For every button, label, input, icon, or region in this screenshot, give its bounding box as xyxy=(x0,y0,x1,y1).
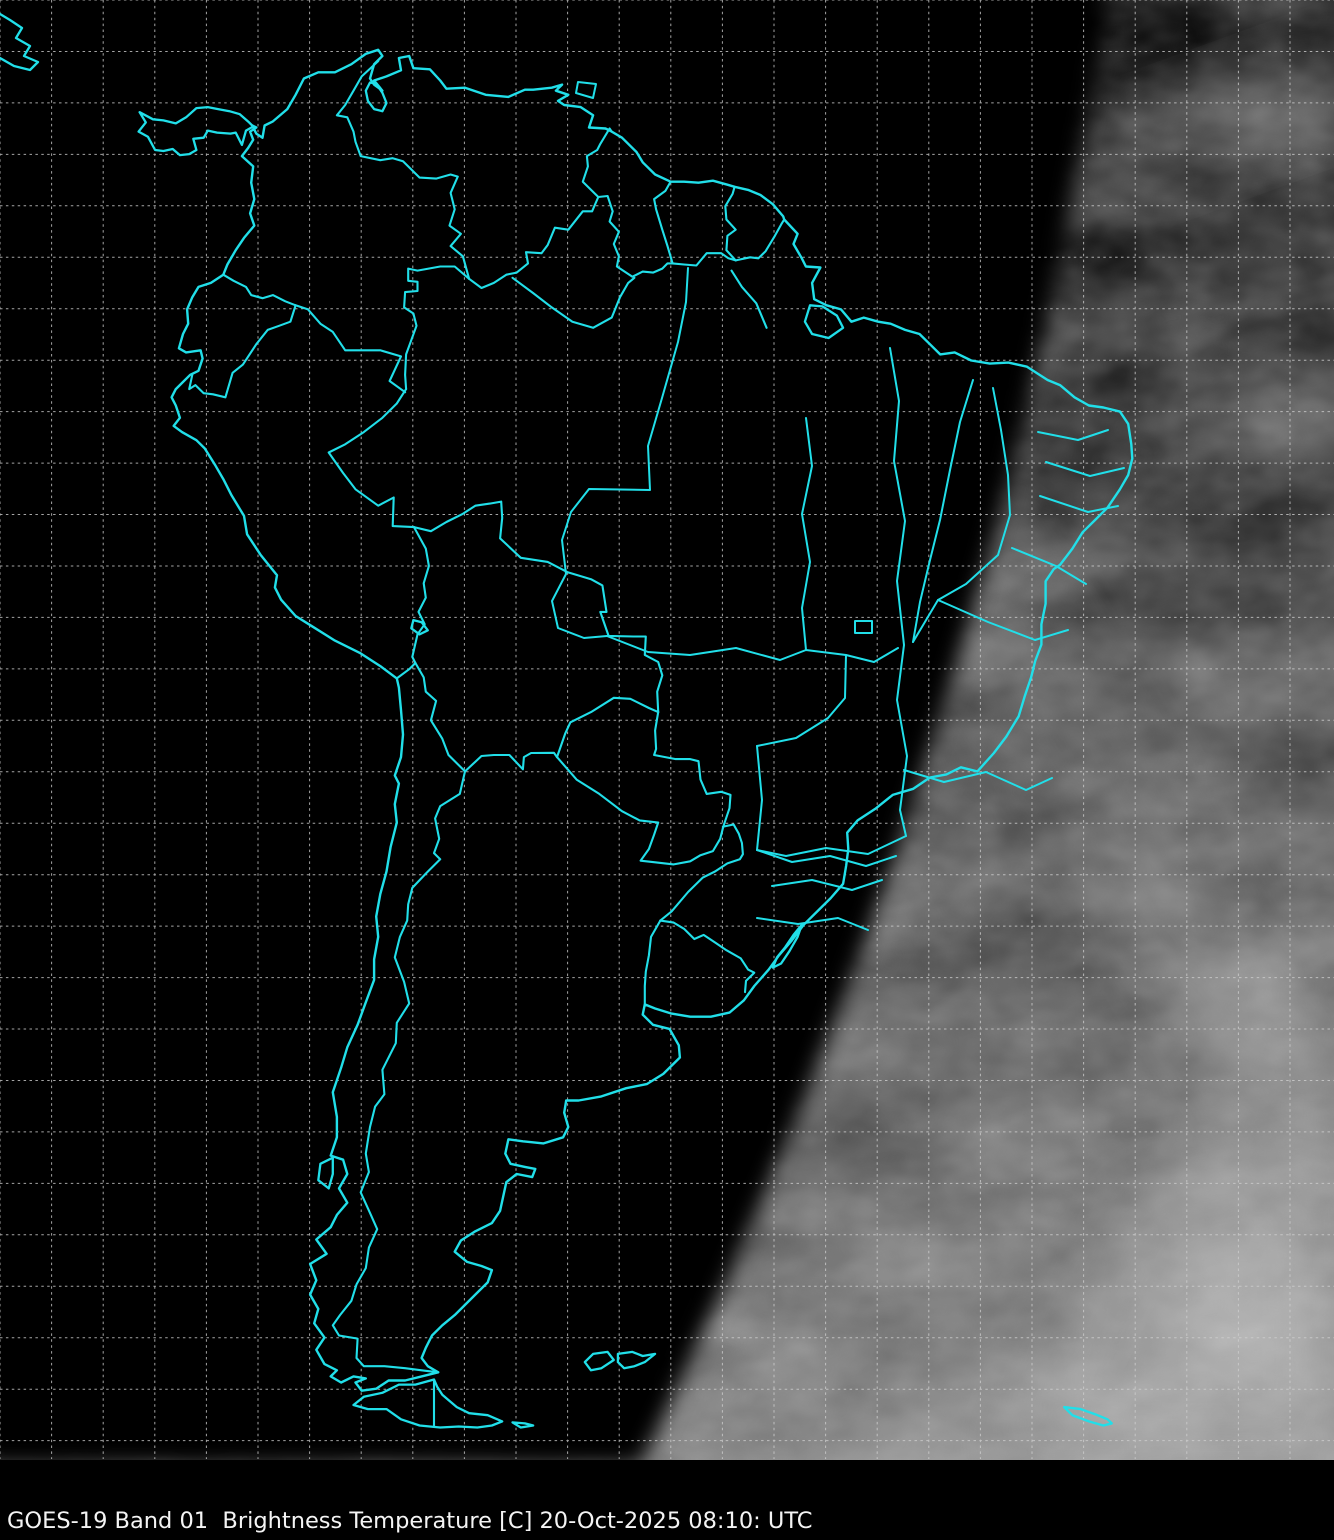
colombia-ecuador xyxy=(222,273,297,307)
argentina-uruguay xyxy=(643,919,662,1006)
santa-catarina-rio-grande-sul xyxy=(756,917,869,931)
suriname-brazil xyxy=(671,252,737,267)
bolivia-brazil xyxy=(412,500,664,714)
goias-mato-grosso xyxy=(756,654,847,747)
sao-paulo-parana xyxy=(756,849,897,867)
mato-grosso-belt xyxy=(606,635,899,663)
south-georgia-island xyxy=(1063,1405,1113,1427)
edge-coast-fragments xyxy=(0,12,40,72)
peru-bolivia xyxy=(411,526,430,665)
amazonas-para xyxy=(551,267,689,639)
colombia-brazil xyxy=(403,265,471,391)
mato-grosso-sul-east xyxy=(756,745,763,851)
caption-bar: GOES-19 Band 01 Brightness Temperature [… xyxy=(0,1460,1334,1540)
lake-titicaca xyxy=(410,618,429,636)
venezuela-guyana xyxy=(581,127,613,199)
tocantins-para xyxy=(801,417,813,651)
brazil-state-borders xyxy=(551,267,1125,931)
bahia-pernambuco xyxy=(937,599,1069,641)
paraguay-argentina xyxy=(555,756,725,866)
panama xyxy=(137,105,255,157)
guyana-brazil xyxy=(597,194,674,278)
paraiba-pernambuco xyxy=(1039,495,1119,513)
staten-island xyxy=(511,1421,535,1429)
small-closed-features xyxy=(575,81,873,634)
minas-sao-paulo xyxy=(756,835,907,857)
roraima-amazonas xyxy=(511,276,636,329)
falkland-west xyxy=(583,1350,615,1372)
suriname-guiana xyxy=(724,185,737,262)
map-outlines xyxy=(0,12,1134,1429)
bolivia-paraguay xyxy=(555,696,660,759)
paraguay-brazil xyxy=(653,711,732,828)
south-america-mainland xyxy=(170,48,1134,1392)
para-maranhao-tocantins-bahia xyxy=(889,347,908,837)
argentina-chile xyxy=(331,770,467,1374)
guiana-brazil xyxy=(734,218,786,262)
central-america-coast xyxy=(0,12,40,72)
amapa-para xyxy=(730,269,768,329)
coastlines xyxy=(170,48,1134,1427)
piaui-ceara xyxy=(912,387,1011,643)
falkland-east xyxy=(616,1350,657,1370)
venezuela-brazil xyxy=(468,195,600,290)
lagoa-dos-patos xyxy=(771,923,803,969)
tierra-del-fuego xyxy=(352,1378,504,1429)
night-terminator-shadow xyxy=(0,0,1106,1465)
caption-text: GOES-19 Band 01 Brightness Temperature [… xyxy=(7,1508,813,1535)
guyana-suriname xyxy=(653,180,674,265)
ecuador-peru xyxy=(188,304,297,399)
colombia-venezuela xyxy=(335,60,471,280)
argentina-brazil xyxy=(659,823,744,922)
maranhao-piaui xyxy=(912,379,974,643)
bolivia-argentina xyxy=(463,751,559,773)
trinidad-island xyxy=(575,81,597,99)
peru-brazil xyxy=(327,388,416,529)
country-borders xyxy=(188,60,786,1428)
brazil-uruguay xyxy=(659,919,756,994)
colombia-peru xyxy=(294,304,407,394)
ceara-rio-grande-norte xyxy=(1037,429,1109,441)
parana-santa-catarina xyxy=(771,879,883,891)
chile-peru xyxy=(395,661,417,680)
lake-maracaibo xyxy=(364,81,388,113)
islands-and-lakes xyxy=(137,81,845,1429)
distrito-federal xyxy=(854,620,873,634)
pernambuco-alagoas xyxy=(1011,547,1087,585)
chile-bolivia xyxy=(414,661,467,773)
rn-paraiba xyxy=(1045,461,1125,477)
day-side-clouds xyxy=(0,0,1334,1465)
chiloe-island xyxy=(317,1156,334,1190)
marajo-island xyxy=(803,304,845,340)
minas-north xyxy=(903,769,1053,791)
graticule-grid xyxy=(0,0,1334,1459)
